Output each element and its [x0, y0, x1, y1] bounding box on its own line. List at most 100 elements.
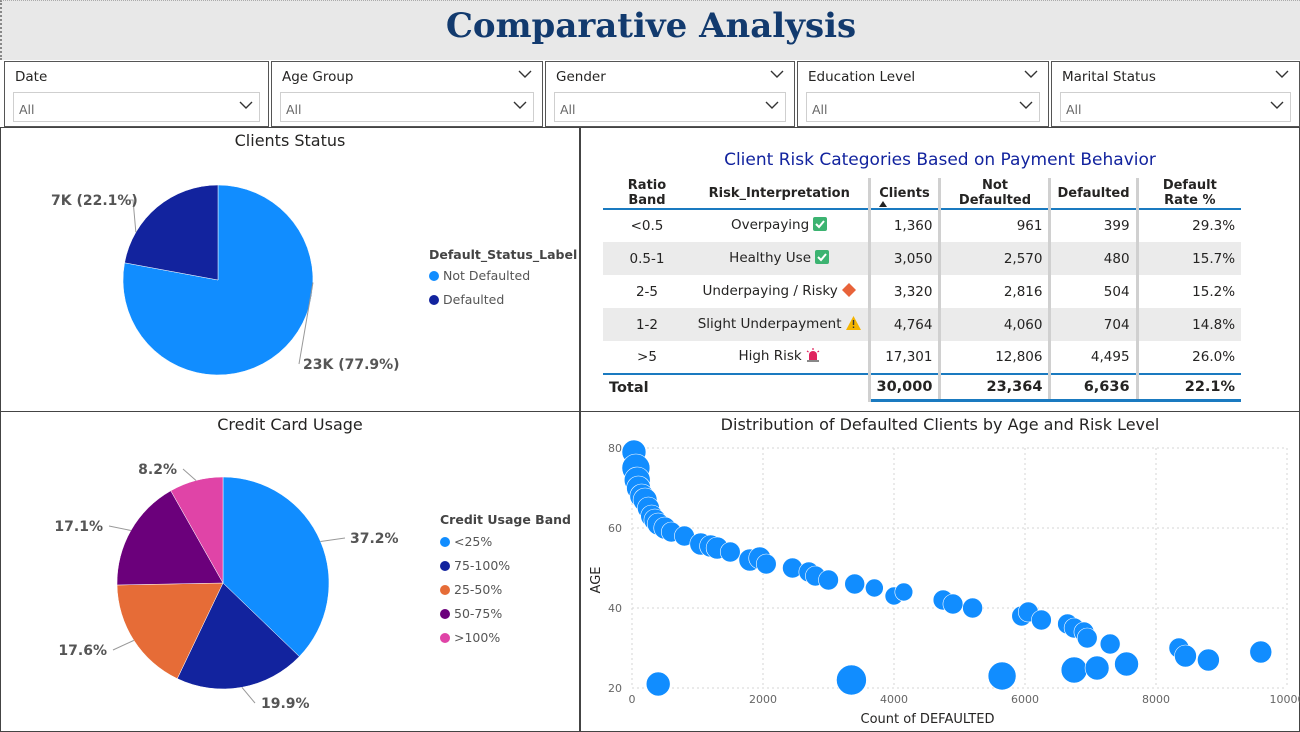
- chevron-down-icon[interactable]: [1270, 100, 1284, 110]
- date-filter[interactable]: Date All: [4, 61, 269, 127]
- chevron-down-icon[interactable]: [513, 100, 527, 110]
- column-header[interactable]: Default Rate %: [1137, 178, 1242, 210]
- chevron-down-icon[interactable]: [1024, 69, 1038, 79]
- clients-status-pie[interactable]: 7K (22.1%) 23K (77.9%): [1, 128, 581, 413]
- age-group-filter[interactable]: Age Group All: [271, 61, 543, 127]
- marital-status-filter[interactable]: Marital Status All: [1051, 61, 1300, 127]
- scatter-point[interactable]: [1084, 655, 1110, 681]
- cell-total-clients: 30,000: [869, 373, 942, 402]
- leader-line: [241, 686, 256, 704]
- table-row[interactable]: 0.5-1 Healthy Use 3,050 2,570 480 15.7%: [603, 242, 1242, 275]
- leader-line: [320, 537, 346, 543]
- leader-line: [182, 468, 197, 481]
- scatter-point[interactable]: [1099, 633, 1121, 655]
- legend-item-defaulted[interactable]: Defaulted: [429, 292, 577, 307]
- filter-value: All: [19, 102, 35, 117]
- sort-ascending-icon[interactable]: [878, 201, 887, 207]
- scatter-point[interactable]: [865, 578, 884, 598]
- siren-icon: [806, 348, 820, 366]
- cell-defaulted: 4,495: [1049, 341, 1139, 374]
- leader-line: [123, 199, 137, 233]
- cell-not-defaulted: 12,806: [939, 341, 1052, 374]
- credit-usage-pie[interactable]: 37.2% 19.9% 17.6% 17.1% 8.2%: [1, 412, 581, 732]
- filter-dropdown[interactable]: All: [554, 92, 786, 122]
- pie-slice[interactable]: [116, 490, 224, 586]
- pie-slice[interactable]: [116, 582, 224, 679]
- table-header-row: Ratio Band Risk_Interpretation Clients N…: [603, 178, 1242, 210]
- filter-dropdown[interactable]: All: [806, 92, 1040, 122]
- filter-dropdown[interactable]: All: [1060, 92, 1291, 122]
- table-row[interactable]: 1-2 Slight Underpayment 4,764 4,060 704 14.8…: [603, 308, 1242, 341]
- scatter-point[interactable]: [1031, 609, 1052, 631]
- page-title: Comparative Analysis: [445, 6, 857, 46]
- scatter-point[interactable]: [1174, 644, 1197, 668]
- scatter-chart[interactable]: 0 2000 4000 6000 8000 10000 20 40 60 80 Count of D…: [581, 412, 1300, 732]
- column-header[interactable]: Ratio Band: [603, 178, 691, 210]
- scatter-point[interactable]: [987, 661, 1017, 691]
- filter-dropdown[interactable]: All: [13, 92, 260, 122]
- scatter-point[interactable]: [1197, 648, 1220, 672]
- legend-item[interactable]: 25-50%: [440, 582, 571, 597]
- legend-item-not-defaulted[interactable]: Not Defaulted: [429, 268, 577, 283]
- x-tick-label: 8000: [1142, 693, 1170, 706]
- legend-title: Credit Usage Band: [440, 512, 571, 527]
- education-level-filter[interactable]: Education Level All: [797, 61, 1049, 127]
- y-axis-label: AGE: [589, 567, 604, 594]
- column-header[interactable]: Defaulted: [1049, 178, 1139, 210]
- table-total-row: Total 30,000 23,364 6,636 22.1%: [603, 373, 1242, 402]
- column-header[interactable]: Not Defaulted: [939, 178, 1052, 210]
- legend-label: 75-100%: [454, 558, 511, 573]
- table-row[interactable]: <0.5 Overpaying 1,360 961 399 29.3%: [603, 209, 1241, 242]
- table-row[interactable]: >5 High Risk 17,301 12,806 4,495 26.0%: [603, 341, 1241, 374]
- leader-line: [112, 639, 135, 651]
- column-header-clients[interactable]: Clients: [869, 178, 942, 210]
- pie-slice[interactable]: [170, 476, 224, 584]
- gender-filter[interactable]: Gender All: [545, 61, 795, 127]
- legend-label: 50-75%: [454, 606, 503, 621]
- credit-usage-panel: Credit Card Usage 37.2% 19.9% 17.6% 17.1% 8.…: [0, 411, 580, 732]
- filter-label: Gender: [556, 69, 606, 85]
- legend-item[interactable]: 50-75%: [440, 606, 571, 621]
- chevron-down-icon[interactable]: [765, 100, 779, 110]
- scatter-point[interactable]: [1114, 651, 1139, 677]
- legend-dot: [440, 632, 450, 643]
- clients-status-legend: Default_Status_Label Not Defaulted Defau…: [429, 247, 577, 307]
- legend-title: Default_Status_Label: [429, 247, 578, 262]
- scatter-point[interactable]: [1076, 627, 1098, 649]
- cell-clients: 17,301: [869, 341, 942, 374]
- cell-default-rate: 15.2%: [1192, 283, 1236, 300]
- risk-table-panel: Client Risk Categories Based on Payment …: [580, 127, 1300, 412]
- scatter-point[interactable]: [818, 569, 839, 591]
- legend-dot: [440, 584, 450, 595]
- filter-dropdown[interactable]: All: [280, 92, 534, 122]
- chevron-down-icon[interactable]: [239, 100, 253, 110]
- legend-item[interactable]: 75-100%: [440, 558, 571, 573]
- chevron-down-icon[interactable]: [770, 69, 784, 79]
- pie-slice-defaulted[interactable]: [124, 184, 219, 281]
- legend-label: 25-50%: [454, 582, 503, 597]
- table-row[interactable]: 2-5 Underpaying / Risky 3,320 2,816 504 15.2…: [603, 275, 1241, 308]
- scatter-point[interactable]: [755, 553, 777, 575]
- cell-default-rate: 15.7%: [1137, 242, 1242, 275]
- chevron-down-icon[interactable]: [518, 69, 532, 79]
- chevron-down-icon[interactable]: [1275, 69, 1289, 79]
- scatter-point[interactable]: [844, 573, 866, 595]
- scatter-point[interactable]: [1060, 656, 1088, 684]
- pie-slice-not-defaulted[interactable]: [122, 184, 314, 376]
- scatter-point[interactable]: [942, 593, 964, 615]
- legend-dot: [429, 270, 439, 281]
- column-header[interactable]: Risk_Interpretation: [691, 178, 871, 210]
- scatter-point[interactable]: [645, 671, 671, 697]
- scatter-point[interactable]: [1249, 640, 1273, 664]
- pie-slice[interactable]: [176, 582, 300, 690]
- pie-slice[interactable]: [222, 476, 330, 657]
- scatter-point[interactable]: [836, 664, 867, 696]
- legend-item[interactable]: <25%: [440, 534, 571, 549]
- chevron-down-icon[interactable]: [1019, 100, 1033, 110]
- legend-item[interactable]: >100%: [440, 630, 571, 645]
- data-label: 23K (77.9%): [303, 357, 400, 373]
- scatter-point[interactable]: [894, 582, 914, 602]
- scatter-point[interactable]: [962, 597, 983, 619]
- leader-line: [298, 282, 314, 365]
- scatter-point[interactable]: [719, 541, 741, 563]
